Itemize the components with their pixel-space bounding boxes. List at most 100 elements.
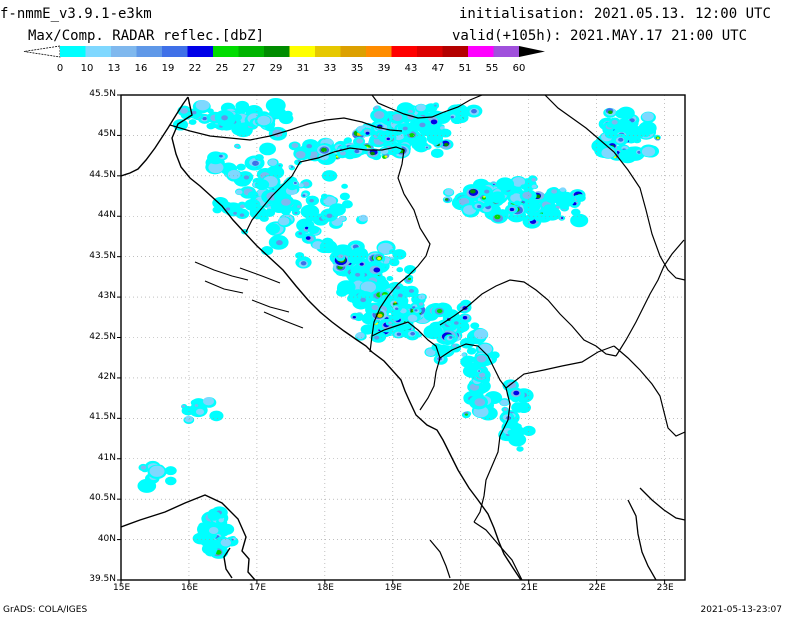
echo-cell bbox=[354, 149, 360, 154]
echo-cell bbox=[411, 142, 420, 150]
echo-cell bbox=[513, 200, 521, 206]
model-title: f-nmmE_v3.9.1-e3km bbox=[0, 6, 152, 22]
echo-cell bbox=[523, 199, 541, 213]
echo-cell bbox=[390, 313, 401, 321]
echo-cell bbox=[373, 267, 381, 273]
echo-cell bbox=[220, 538, 232, 547]
border-kosovo-albania bbox=[439, 343, 507, 389]
echo-cell bbox=[374, 335, 380, 340]
lon-label: 16E bbox=[180, 583, 199, 593]
echo-cell bbox=[601, 147, 616, 159]
echo-cell bbox=[397, 293, 403, 298]
echo-cell bbox=[297, 159, 301, 162]
echo-cell bbox=[604, 129, 617, 139]
border-montenegro bbox=[371, 321, 441, 411]
echo-cell bbox=[400, 308, 407, 314]
echo-cell bbox=[300, 261, 307, 266]
echo-cell bbox=[359, 262, 364, 266]
echo-cell bbox=[439, 128, 452, 138]
echo-cell bbox=[408, 289, 415, 293]
echo-cell bbox=[522, 191, 532, 199]
echo-cell bbox=[297, 205, 301, 208]
echo-cell bbox=[617, 106, 635, 120]
echo-cell bbox=[298, 232, 303, 235]
lat-label: 39.5N bbox=[89, 574, 116, 584]
echo-cell bbox=[618, 137, 624, 142]
echo-cell bbox=[554, 192, 575, 208]
echo-cell bbox=[419, 122, 426, 128]
echo-cell bbox=[470, 322, 480, 330]
echo-cell bbox=[386, 137, 390, 141]
echo-cell bbox=[462, 316, 468, 320]
border-bulgaria bbox=[615, 239, 685, 357]
echo-cell bbox=[409, 133, 415, 138]
echo-cell bbox=[535, 194, 541, 199]
colorbar-swatch bbox=[60, 46, 86, 57]
colorbar-swatch bbox=[289, 46, 316, 57]
lon-label: 20E bbox=[452, 583, 470, 593]
field-title: Max/Comp. RADAR reflec.[dbZ] bbox=[28, 28, 264, 44]
lon-label: 17E bbox=[248, 583, 267, 593]
echo-cell bbox=[195, 99, 210, 111]
border-serbia-kosovo bbox=[439, 279, 617, 357]
echo-cell bbox=[306, 143, 313, 149]
echo-cell bbox=[405, 304, 413, 309]
echo-cell bbox=[407, 277, 412, 281]
echo-cell bbox=[309, 198, 314, 203]
echo-cell bbox=[244, 198, 261, 211]
echo-cell bbox=[208, 161, 224, 174]
footer-timestamp: 2021-05-13-23:07 bbox=[700, 605, 783, 615]
echo-cell bbox=[450, 115, 454, 119]
echo-cell bbox=[305, 236, 311, 240]
echo-cell bbox=[414, 309, 418, 312]
colorbar-label: 47 bbox=[432, 63, 445, 74]
colorbar-label: 51 bbox=[459, 63, 472, 74]
echo-cell bbox=[373, 110, 385, 119]
echo-cell bbox=[188, 119, 197, 125]
echo-cell bbox=[510, 193, 523, 203]
lon-label: 18E bbox=[316, 583, 334, 593]
lat-label: 40.5N bbox=[89, 493, 116, 504]
echo-cell bbox=[341, 183, 348, 189]
colorbar-swatch bbox=[85, 46, 112, 57]
echo-cell bbox=[525, 214, 535, 222]
echo-cell bbox=[418, 302, 424, 306]
colorbar-swatch bbox=[162, 46, 188, 57]
island-1 bbox=[194, 261, 249, 281]
echo-cell bbox=[608, 110, 613, 114]
echo-cell bbox=[464, 413, 468, 416]
echo-cell bbox=[164, 466, 177, 476]
island-4 bbox=[251, 299, 290, 313]
echo-cell bbox=[254, 179, 270, 191]
colorbar-label: 29 bbox=[270, 63, 283, 74]
lat-label: 43.5N bbox=[89, 250, 116, 261]
echo-cell bbox=[448, 336, 453, 339]
echo-cell bbox=[235, 144, 239, 148]
colorbar-label: 60 bbox=[513, 63, 526, 74]
echo-cell bbox=[365, 131, 370, 135]
echo-cell bbox=[227, 169, 241, 180]
colorbar-swatch bbox=[111, 46, 137, 57]
echo-cell bbox=[443, 142, 449, 147]
echo-cell bbox=[355, 332, 365, 339]
lat-label: 44.5N bbox=[89, 169, 116, 180]
echo-cell bbox=[531, 184, 537, 189]
echo-cell bbox=[207, 511, 221, 521]
echo-cell bbox=[641, 112, 654, 121]
echo-cell bbox=[377, 257, 381, 260]
reflectivity-echoes bbox=[137, 97, 661, 559]
echo-cell bbox=[503, 407, 508, 411]
echo-cell bbox=[531, 177, 537, 182]
lat-label: 44N bbox=[97, 210, 116, 221]
lat-label: 41.5N bbox=[89, 412, 116, 423]
echo-cell bbox=[430, 148, 444, 159]
echo-cell bbox=[428, 136, 435, 141]
echo-cell bbox=[478, 370, 481, 372]
border-serbia-romania bbox=[544, 95, 685, 281]
echo-cell bbox=[235, 100, 250, 112]
colorbar-label: 10 bbox=[81, 63, 94, 74]
echo-cell bbox=[407, 314, 418, 322]
echo-cell bbox=[243, 175, 250, 180]
island-2 bbox=[204, 280, 244, 294]
